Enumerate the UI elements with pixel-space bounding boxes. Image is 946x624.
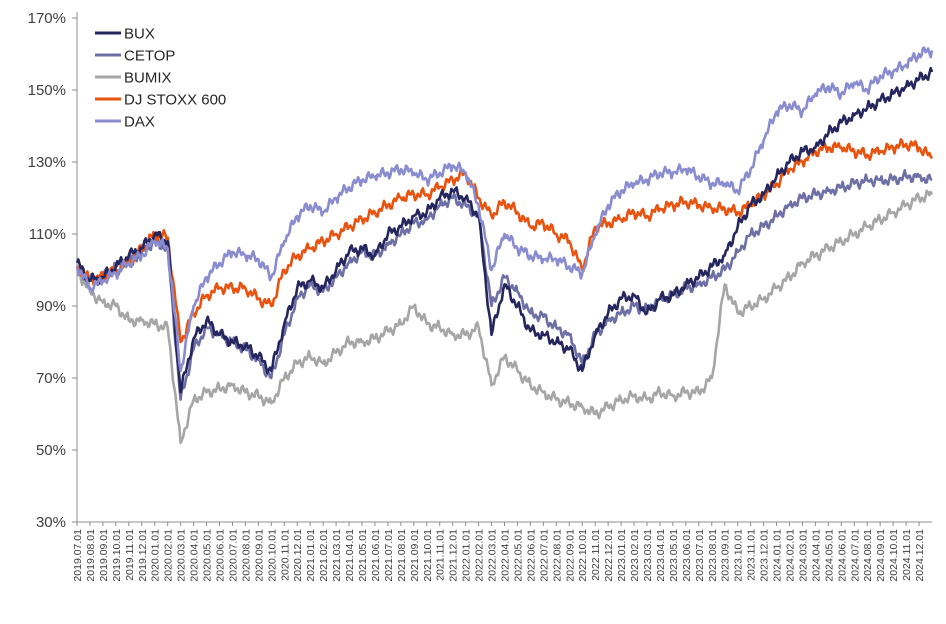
x-tick-label: 2021.02.01	[318, 529, 330, 582]
x-tick-label: 2024.01.01	[772, 529, 784, 582]
x-tick-label: 2024.12.01	[914, 529, 926, 582]
x-tick-label: 2024.09.01	[875, 529, 887, 582]
x-tick-label: 2024.10.01	[888, 529, 900, 582]
x-tick-label: 2021.04.01	[344, 529, 356, 582]
legend-label: DAX	[124, 114, 155, 131]
series-line-dax	[75, 46, 934, 373]
y-tick-label: 110%	[29, 226, 66, 243]
x-tick-label: 2022.06.01	[525, 529, 537, 582]
x-tick-label: 2021.08.01	[396, 529, 408, 582]
series-line-bux	[75, 66, 934, 394]
x-tick-label: 2021.07.01	[383, 529, 395, 582]
x-tick-label: 2023.11.01	[746, 529, 758, 581]
y-tick-label: 50%	[36, 442, 66, 459]
x-tick-label: 2023.07.01	[694, 529, 706, 582]
x-tick-label: 2022.09.01	[564, 529, 576, 582]
x-tick-label: 2020.10.01	[266, 529, 278, 582]
y-axis-ticks: 30% 50% 70% 90% 110% 130% 150% 170%	[28, 10, 77, 531]
x-tick-label: 2023.08.01	[707, 529, 719, 582]
x-tick-label: 2024.04.01	[810, 529, 822, 582]
y-tick-label: 170%	[28, 10, 66, 27]
x-tick-label: 2024.06.01	[836, 529, 848, 582]
y-tick-label: 70%	[36, 370, 66, 387]
x-tick-label: 2022.03.01	[487, 529, 499, 582]
legend: BUX CETOP BUMIX DJ STOXX 600 DAX	[95, 26, 226, 131]
x-tick-label: 2024.08.01	[862, 529, 874, 582]
x-tick-label: 2022.02.01	[474, 529, 486, 582]
y-tick-label: 130%	[28, 154, 66, 171]
x-tick-label: 2022.07.01	[538, 529, 550, 582]
x-tick-label: 2019.11.01	[124, 529, 136, 581]
x-tick-label: 2022.10.01	[577, 529, 589, 582]
x-tick-label: 2021.06.01	[370, 529, 382, 582]
x-tick-label: 2020.01.01	[150, 529, 162, 582]
legend-label: BUMIX	[124, 70, 172, 87]
x-tick-label: 2023.03.01	[642, 529, 654, 582]
series-line-bumix	[76, 189, 934, 445]
x-tick-label: 2022.11.01	[590, 529, 602, 581]
x-tick-label: 2020.11.01	[279, 529, 291, 581]
legend-label: DJ STOXX 600	[124, 92, 226, 109]
x-tick-label: 2021.01.01	[305, 529, 317, 582]
x-tick-label: 2020.08.01	[240, 529, 252, 582]
x-tick-label: 2024.05.01	[823, 529, 835, 582]
x-tick-label: 2023.02.01	[629, 529, 641, 582]
x-tick-label: 2023.01.01	[616, 529, 628, 582]
x-tick-label: 2023.04.01	[655, 529, 667, 582]
x-tick-label: 2019.10.01	[111, 529, 123, 582]
x-tick-label: 2021.11.01	[435, 529, 447, 581]
x-tick-label: 2022.04.01	[500, 529, 512, 582]
y-tick-label: 30%	[36, 514, 66, 531]
y-tick-label: 90%	[36, 298, 66, 315]
series-lines	[75, 46, 934, 445]
x-tick-label: 2024.03.01	[797, 529, 809, 582]
x-tick-label: 2023.09.01	[720, 529, 732, 582]
x-tick-label: 2020.04.01	[189, 529, 201, 582]
x-tick-label: 2019.08.01	[85, 529, 97, 582]
x-tick-label: 2024.02.01	[785, 529, 797, 582]
legend-label: CETOP	[124, 48, 175, 65]
x-tick-label: 2019.07.01	[72, 529, 84, 582]
x-tick-label: 2024.07.01	[849, 529, 861, 582]
x-tick-label: 2021.10.01	[422, 529, 434, 582]
x-tick-label: 2022.12.01	[603, 529, 615, 582]
x-tick-label: 2020.02.01	[163, 529, 175, 582]
x-tick-label: 2021.03.01	[331, 529, 343, 582]
x-tick-label: 2022.05.01	[512, 529, 524, 582]
x-tick-label: 2019.09.01	[98, 529, 110, 582]
x-tick-label: 2022.08.01	[551, 529, 563, 582]
x-tick-label: 2020.09.01	[253, 529, 265, 582]
x-tick-label: 2022.01.01	[461, 529, 473, 582]
x-tick-label: 2023.06.01	[681, 529, 693, 582]
x-tick-label: 2021.09.01	[409, 529, 421, 582]
x-tick-label: 2021.12.01	[448, 529, 460, 582]
x-tick-label: 2020.12.01	[292, 529, 304, 582]
x-tick-label: 2020.05.01	[202, 529, 214, 582]
y-tick-label: 150%	[28, 82, 66, 99]
x-tick-label: 2020.03.01	[176, 529, 188, 582]
series-line-dj-stoxx-600	[76, 138, 934, 344]
x-axis-ticks: 2019.07.01 2019.08.01 2019.09.01 2019.10.01…	[72, 522, 926, 582]
x-tick-label: 2023.05.01	[668, 529, 680, 582]
x-tick-label: 2020.06.01	[215, 529, 227, 582]
x-tick-label: 2023.12.01	[759, 529, 771, 582]
x-tick-label: 2020.07.01	[227, 529, 239, 582]
x-tick-label: 2024.11.01	[901, 529, 913, 581]
legend-label: BUX	[124, 26, 155, 43]
x-tick-label: 2023.10.01	[733, 529, 745, 582]
x-tick-label: 2021.05.01	[357, 529, 369, 582]
x-tick-label: 2019.12.01	[137, 529, 149, 582]
